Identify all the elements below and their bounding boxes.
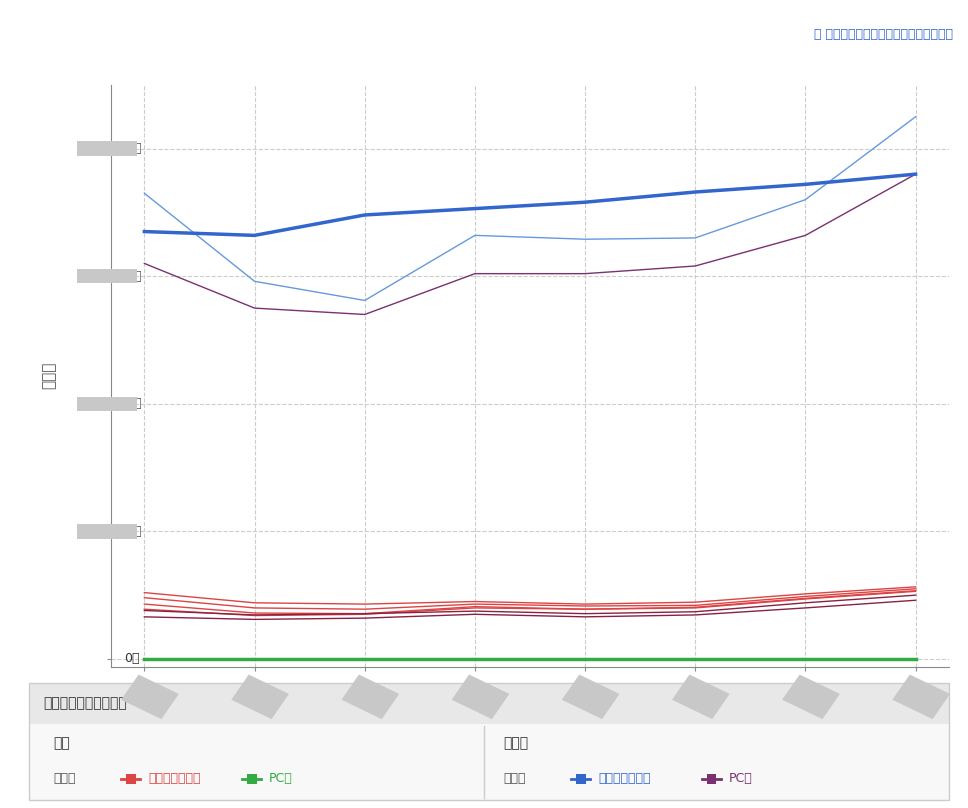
Text: 件: 件: [133, 142, 140, 155]
Text: PC他: PC他: [269, 772, 293, 785]
Text: 訪問数: 訪問数: [41, 362, 56, 389]
Text: 訪問数（デバイス別）: 訪問数（デバイス別）: [44, 696, 128, 710]
Text: スマートフォン: スマートフォン: [598, 772, 650, 785]
Text: 訪問数: 訪問数: [503, 772, 526, 785]
Text: 件: 件: [133, 398, 140, 410]
Text: 訪問数: 訪問数: [53, 772, 76, 785]
Text: PC他: PC他: [729, 772, 753, 785]
Text: 会員: 会員: [53, 737, 70, 751]
Text: 件: 件: [133, 525, 140, 538]
Text: スマートフォン: スマートフォン: [148, 772, 200, 785]
Text: 件: 件: [133, 270, 140, 283]
Text: ❓ レポートに表示されるデータについて: ❓ レポートに表示されるデータについて: [814, 28, 953, 41]
Text: 0件: 0件: [124, 652, 139, 666]
Text: 非会員: 非会員: [503, 737, 529, 751]
